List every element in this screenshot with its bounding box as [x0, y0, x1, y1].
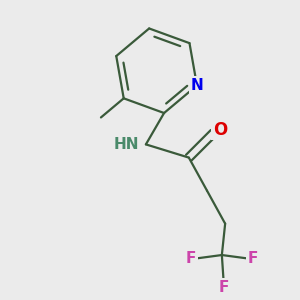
Text: N: N	[190, 78, 203, 93]
Text: F: F	[186, 251, 196, 266]
Text: O: O	[213, 121, 227, 139]
Text: F: F	[218, 280, 229, 295]
Text: F: F	[248, 251, 258, 266]
Text: HN: HN	[114, 137, 139, 152]
